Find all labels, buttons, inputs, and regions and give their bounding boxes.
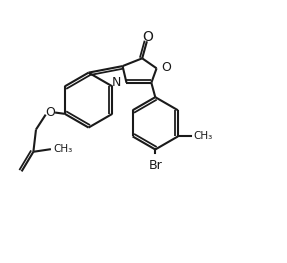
Text: CH₃: CH₃: [193, 132, 212, 141]
Text: O: O: [45, 106, 55, 119]
Text: N: N: [112, 76, 121, 89]
Text: CH₃: CH₃: [54, 144, 73, 154]
Text: O: O: [142, 31, 153, 44]
Text: O: O: [161, 60, 171, 74]
Text: Br: Br: [148, 159, 162, 172]
